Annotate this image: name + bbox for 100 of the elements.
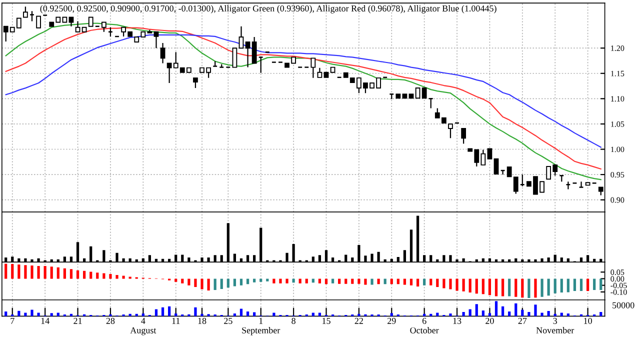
bar [50,266,53,279]
bar [396,278,400,284]
y-tick-label: 1.10 [611,96,624,102]
candlestick [29,10,35,22]
bar [174,278,178,282]
bar [194,307,197,316]
bar [390,278,393,284]
candlestick [448,123,453,139]
bar [240,278,243,286]
bar [600,278,602,290]
bar [272,312,276,316]
x-tick-label: 28 [106,318,115,324]
y-tick-label: 1.15 [611,70,624,76]
x-tick-label: 18 [198,318,206,324]
bar [76,270,80,279]
candlestick [487,148,492,160]
bar [482,310,484,316]
y-tick-label: -0.10 [610,289,627,295]
bar [318,312,322,316]
candlestick [36,16,41,28]
bar [194,278,197,288]
bar [560,312,563,316]
bar [312,312,314,316]
candlestick [428,98,434,109]
bar [50,313,53,316]
bar [475,278,478,294]
x-tick-label: 27 [518,318,527,324]
candlestick [258,56,264,74]
bar [364,278,367,285]
bar [11,264,14,279]
bar [468,309,472,316]
bar [416,278,420,287]
y-tick-label: 0.05 [610,270,624,275]
bar [488,313,492,316]
bar [547,311,550,316]
bar [390,313,393,316]
bar [534,278,537,298]
bar [586,278,590,292]
bar [534,304,537,316]
bar [200,278,204,290]
bar [181,278,184,284]
bar [260,278,262,282]
bar [456,278,458,291]
x-tick-label: 1 September [242,318,280,336]
bar [240,308,243,316]
candlestick [422,88,427,99]
y-tick-label: 1.20 [611,46,624,51]
bar [573,278,576,292]
bar [4,312,8,316]
y-tick-label: 0.00 [610,276,624,282]
bar [312,278,314,283]
bar [214,278,216,290]
candlestick [232,48,238,68]
bar [154,309,158,316]
bar [90,272,92,279]
bar [272,278,276,284]
bar [279,278,282,284]
x-tick-label: 22 [354,318,363,324]
bar [292,278,295,283]
candlestick [252,36,257,64]
bar [56,267,60,279]
candlestick [520,174,525,187]
x-tick-label: 4 August [130,318,156,336]
bar [475,304,478,316]
bar [528,312,530,316]
bar [122,276,125,279]
bar [56,312,60,316]
bar [508,312,511,316]
y-tick-label: 1.00 [611,146,624,152]
bar [494,278,498,296]
bar [528,278,530,298]
bar [351,278,354,284]
candlestick [23,6,28,18]
bar [188,278,190,286]
bar [233,278,236,286]
x-tick-label: 13 [453,318,462,324]
bar [220,278,223,290]
bar [449,278,452,290]
candlestick [101,22,106,32]
bar [501,306,504,316]
bar [305,278,308,284]
bar [540,312,544,316]
candlestick [75,20,80,32]
bar [246,312,250,316]
x-tick-label: 29 [388,318,396,324]
bar [358,278,360,284]
bar [600,312,602,316]
bar [37,266,40,279]
y-tick-label: 0.95 [610,172,624,178]
bar [298,278,302,284]
candlestick [88,16,94,27]
bar [430,278,432,286]
bar [514,303,518,316]
candlestick [578,181,584,188]
x-tick-label: 7 [10,318,14,324]
bar [462,312,465,316]
x-tick-label: 6 October [410,318,439,334]
x-tick-label: 21 [74,318,82,324]
candlestick [193,77,198,89]
bar [377,278,380,284]
